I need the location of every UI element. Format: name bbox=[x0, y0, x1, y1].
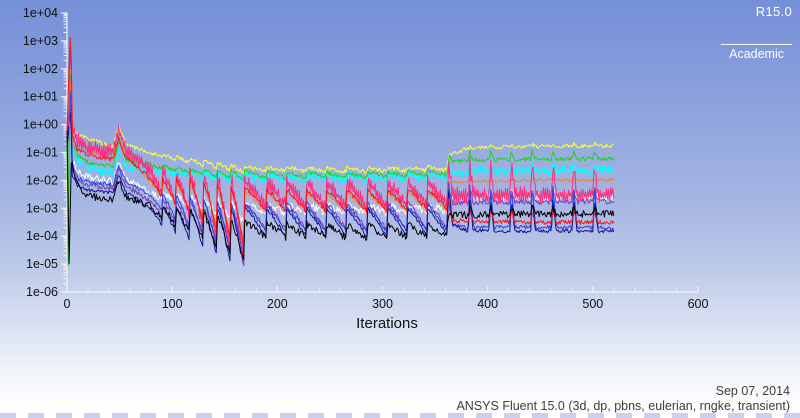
x-tick-label: 200 bbox=[267, 297, 288, 311]
y-tick-label: 1e+00 bbox=[23, 118, 58, 132]
y-tick-label: 1e-05 bbox=[26, 257, 58, 271]
y-tick-label: 1e-01 bbox=[26, 146, 58, 160]
residual-green bbox=[66, 74, 615, 267]
license-badge: R15.0 Academic bbox=[721, 4, 792, 63]
x-axis-title: Iterations bbox=[356, 315, 418, 332]
residual-black bbox=[66, 130, 615, 265]
x-tick-label: 600 bbox=[688, 297, 709, 311]
residual-purple bbox=[66, 104, 615, 252]
y-tick-label: 1e+02 bbox=[23, 62, 58, 76]
footer-app-version: ANSYS Fluent 15.0 (3d, dp, pbns, euleria… bbox=[456, 399, 790, 413]
residual-orange bbox=[66, 79, 615, 242]
version-label: R15.0 bbox=[755, 4, 792, 19]
residual-navy bbox=[66, 112, 615, 266]
y-tick-label: 1e-02 bbox=[26, 173, 58, 187]
y-tick-label: 1e-04 bbox=[26, 229, 58, 243]
residual-yellow bbox=[66, 69, 614, 175]
y-tick-label: 1e+01 bbox=[23, 90, 58, 104]
x-tick-label: 400 bbox=[477, 297, 498, 311]
footer-info: Sep 07, 2014 ANSYS Fluent 15.0 (3d, dp, … bbox=[456, 384, 790, 414]
x-tick-label: 0 bbox=[64, 297, 71, 311]
residual-magenta bbox=[66, 45, 615, 267]
y-tick-label: 1e-03 bbox=[26, 201, 58, 215]
x-tick-label: 100 bbox=[162, 297, 183, 311]
y-tick-label: 1e+03 bbox=[23, 34, 58, 48]
y-tick-label: 1e+04 bbox=[23, 6, 58, 20]
residual-cyan bbox=[66, 85, 615, 185]
x-tick-label: 300 bbox=[372, 297, 393, 311]
y-tick-label: 1e-06 bbox=[26, 285, 58, 299]
academic-badge: Academic bbox=[721, 44, 792, 61]
residual-red bbox=[66, 37, 615, 250]
x-tick-label: 500 bbox=[582, 297, 603, 311]
bottom-dither-strip bbox=[0, 413, 800, 418]
footer-date: Sep 07, 2014 bbox=[715, 384, 790, 398]
residual-blue bbox=[66, 90, 615, 263]
